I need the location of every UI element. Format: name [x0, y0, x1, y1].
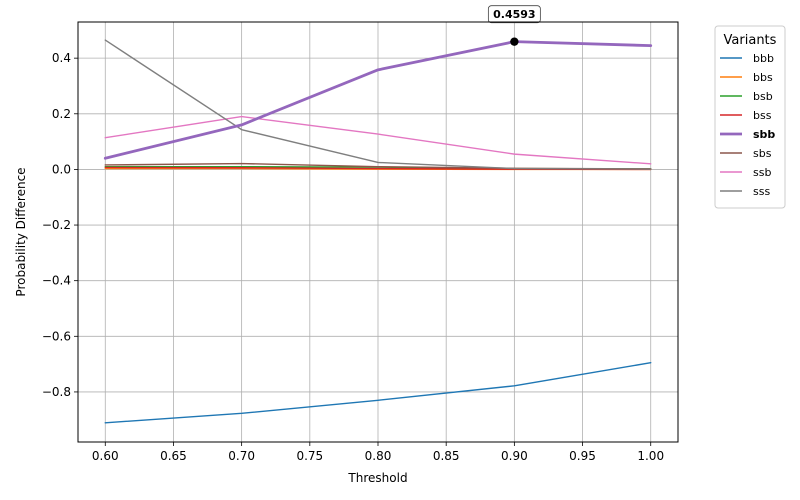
series-line-sss: [104, 39, 652, 170]
annotation: 0.4593: [487, 5, 541, 46]
legend-label-bbs: bbs: [753, 71, 773, 84]
y-tick-label: −0.6: [42, 329, 71, 343]
legend-box: [714, 25, 786, 209]
x-tick-label: 0.70: [228, 449, 255, 463]
y-tick-label: −0.8: [42, 385, 71, 399]
x-tick-label: 0.90: [501, 449, 528, 463]
legend-label-bsb: bsb: [753, 90, 773, 103]
legend-title: Variants: [724, 33, 777, 48]
x-axis: 0.60 0.65 0.70 0.75 0.80 0.85 0.90 0.95 1.00: [92, 442, 664, 463]
y-tick-label: 0.2: [52, 107, 71, 121]
annotation-marker: [510, 37, 519, 46]
series-line-ssb: [104, 115, 652, 165]
series-lines: [103, 39, 653, 424]
x-tick-label: 0.85: [433, 449, 460, 463]
x-tick-label: 1.00: [637, 449, 664, 463]
legend-label-bss: bss: [753, 109, 772, 122]
annotation-box: [487, 5, 541, 24]
legend-label-sbs: sbs: [753, 147, 772, 160]
y-tick-label: −0.2: [42, 218, 71, 232]
legend-label-sss: sss: [753, 185, 770, 198]
legend: Variants bbb bbs bsb bss sbb sbs ssb sss: [714, 25, 786, 209]
x-tick-label: 0.75: [296, 449, 323, 463]
x-tick-label: 0.60: [92, 449, 119, 463]
x-tick-label: 0.65: [160, 449, 187, 463]
y-axis-label: Probability Difference: [14, 167, 28, 296]
y-tick-label: −0.4: [42, 274, 71, 288]
x-axis-label: Threshold: [347, 471, 407, 485]
y-axis: −0.8 −0.6 −0.4 −0.2 0.0 0.2 0.4: [42, 51, 78, 399]
x-tick-label: 0.95: [569, 449, 596, 463]
series-line-bbb: [104, 362, 652, 424]
series-line-sbb: [103, 40, 653, 160]
annotation-label: 0.4593: [493, 8, 535, 21]
y-tick-label: 0.0: [52, 162, 71, 176]
y-tick-label: 0.4: [52, 51, 71, 65]
legend-label-ssb: ssb: [753, 166, 771, 179]
legend-label-bbb: bbb: [753, 52, 774, 65]
x-tick-label: 0.80: [365, 449, 392, 463]
grid: [78, 22, 678, 442]
legend-label-sbb: sbb: [753, 128, 775, 141]
